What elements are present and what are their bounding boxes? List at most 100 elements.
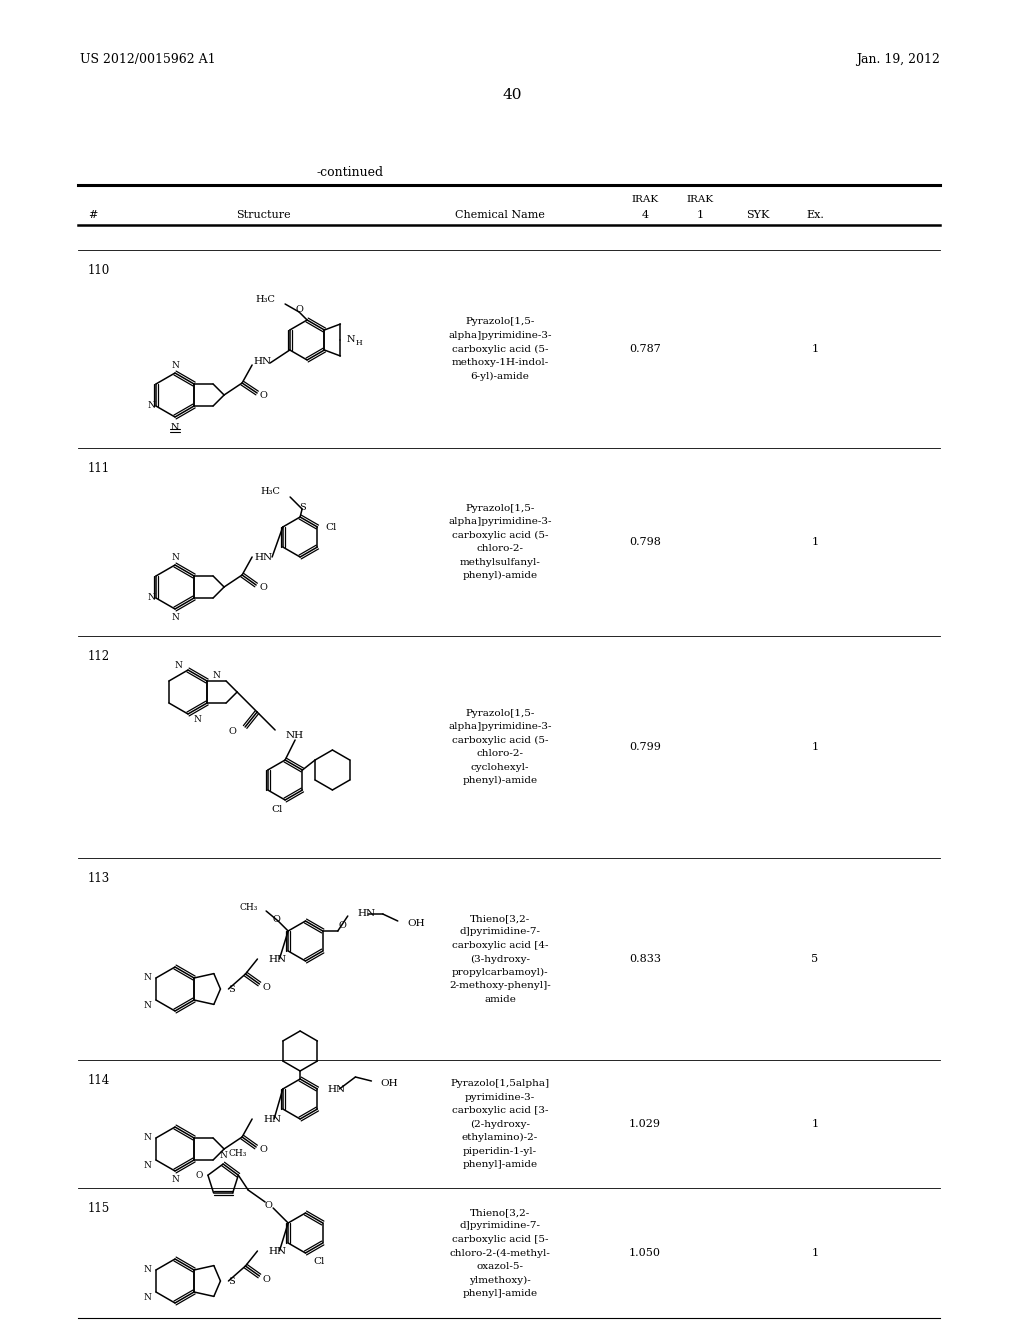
Text: ylmethoxy)-: ylmethoxy)- <box>469 1275 530 1284</box>
Text: N: N <box>171 1176 179 1184</box>
Text: alpha]pyrimidine-3-: alpha]pyrimidine-3- <box>449 331 552 341</box>
Text: O: O <box>272 915 281 924</box>
Text: 1: 1 <box>811 345 818 354</box>
Text: Pyrazolo[1,5-: Pyrazolo[1,5- <box>465 318 535 326</box>
Text: alpha]pyrimidine-3-: alpha]pyrimidine-3- <box>449 722 552 731</box>
Text: N: N <box>219 1151 227 1160</box>
Text: (3-hydroxy-: (3-hydroxy- <box>470 954 530 964</box>
Text: H₃C: H₃C <box>255 296 275 305</box>
Text: S: S <box>228 1276 236 1286</box>
Text: 1: 1 <box>811 1247 818 1258</box>
Text: H: H <box>355 339 361 347</box>
Text: 5: 5 <box>811 954 818 964</box>
Text: Cl: Cl <box>313 1257 325 1266</box>
Text: (2-hydroxy-: (2-hydroxy- <box>470 1119 530 1129</box>
Text: alpha]pyrimidine-3-: alpha]pyrimidine-3- <box>449 517 552 527</box>
Text: phenyl)-amide: phenyl)-amide <box>463 572 538 581</box>
Text: N: N <box>171 422 179 432</box>
Text: S: S <box>228 985 236 994</box>
Text: pyrimidine-3-: pyrimidine-3- <box>465 1093 536 1101</box>
Text: HN: HN <box>253 358 271 367</box>
Text: 0.798: 0.798 <box>629 537 660 546</box>
Text: Ex.: Ex. <box>806 210 824 220</box>
Text: phenyl]-amide: phenyl]-amide <box>463 1160 538 1170</box>
Text: amide: amide <box>484 995 516 1005</box>
Text: 1.029: 1.029 <box>629 1119 662 1129</box>
Text: 113: 113 <box>88 873 111 884</box>
Text: Cl: Cl <box>271 805 283 814</box>
Text: 111: 111 <box>88 462 111 475</box>
Text: -continued: -continued <box>316 165 384 178</box>
Text: methylsulfanyl-: methylsulfanyl- <box>460 558 541 566</box>
Text: O: O <box>339 921 347 931</box>
Text: Cl: Cl <box>326 523 337 532</box>
Text: chloro-2-: chloro-2- <box>476 544 523 553</box>
Text: 1.050: 1.050 <box>629 1247 662 1258</box>
Text: propylcarbamoyl)-: propylcarbamoyl)- <box>452 968 548 977</box>
Text: phenyl)-amide: phenyl)-amide <box>463 776 538 785</box>
Text: O: O <box>196 1171 203 1180</box>
Text: 1: 1 <box>696 210 703 220</box>
Text: N: N <box>143 1160 151 1170</box>
Text: oxazol-5-: oxazol-5- <box>476 1262 523 1271</box>
Text: N: N <box>346 335 354 345</box>
Text: carboxylic acid (5-: carboxylic acid (5- <box>452 531 548 540</box>
Text: #: # <box>88 210 97 220</box>
Text: HN: HN <box>254 553 272 561</box>
Text: carboxylic acid (5-: carboxylic acid (5- <box>452 345 548 354</box>
Text: Structure: Structure <box>236 210 291 220</box>
Text: Thieno[3,2-: Thieno[3,2- <box>470 1208 530 1217</box>
Text: 0.799: 0.799 <box>629 742 660 752</box>
Text: H₃C: H₃C <box>260 487 281 496</box>
Text: N: N <box>171 362 179 371</box>
Text: Pyrazolo[1,5-: Pyrazolo[1,5- <box>465 504 535 512</box>
Text: chloro-2-(4-methyl-: chloro-2-(4-methyl- <box>450 1249 551 1258</box>
Text: 6-yl)-amide: 6-yl)-amide <box>471 371 529 380</box>
Text: US 2012/0015962 A1: US 2012/0015962 A1 <box>80 54 216 66</box>
Text: IRAK: IRAK <box>632 195 658 205</box>
Text: HN: HN <box>268 954 287 964</box>
Text: N: N <box>174 660 182 669</box>
Text: O: O <box>259 583 267 593</box>
Text: carboxylic acid [5-: carboxylic acid [5- <box>452 1236 548 1243</box>
Text: ethylamino)-2-: ethylamino)-2- <box>462 1133 539 1142</box>
Text: 110: 110 <box>88 264 111 277</box>
Text: O: O <box>228 727 237 737</box>
Text: N: N <box>143 1001 151 1010</box>
Text: N: N <box>143 1134 151 1143</box>
Text: carboxylic acid [4-: carboxylic acid [4- <box>452 941 548 950</box>
Text: O: O <box>262 1275 270 1283</box>
Text: 4: 4 <box>641 210 648 220</box>
Text: CH₃: CH₃ <box>240 903 258 912</box>
Text: O: O <box>259 392 267 400</box>
Text: HN: HN <box>357 909 376 919</box>
Text: N: N <box>143 1266 151 1275</box>
Text: 0.833: 0.833 <box>629 954 662 964</box>
Text: phenyl]-amide: phenyl]-amide <box>463 1290 538 1298</box>
Text: CH₃: CH₃ <box>228 1150 247 1159</box>
Text: HN: HN <box>263 1114 282 1123</box>
Text: Pyrazolo[1,5-: Pyrazolo[1,5- <box>465 709 535 718</box>
Text: O: O <box>262 982 270 991</box>
Text: OH: OH <box>381 1078 398 1088</box>
Text: NH: NH <box>285 730 303 739</box>
Text: O: O <box>259 1146 267 1155</box>
Text: SYK: SYK <box>746 210 770 220</box>
Text: O: O <box>264 1200 272 1209</box>
Text: 115: 115 <box>88 1203 111 1214</box>
Text: OH: OH <box>408 919 425 928</box>
Text: N: N <box>147 594 155 602</box>
Text: cyclohexyl-: cyclohexyl- <box>471 763 529 772</box>
Text: 1: 1 <box>811 1119 818 1129</box>
Text: Pyrazolo[1,5alpha]: Pyrazolo[1,5alpha] <box>451 1078 550 1088</box>
Text: 0.787: 0.787 <box>629 345 660 354</box>
Text: Thieno[3,2-: Thieno[3,2- <box>470 913 530 923</box>
Text: S: S <box>299 503 305 511</box>
Text: N: N <box>143 974 151 982</box>
Text: 114: 114 <box>88 1074 111 1086</box>
Text: piperidin-1-yl-: piperidin-1-yl- <box>463 1147 537 1155</box>
Text: chloro-2-: chloro-2- <box>476 750 523 758</box>
Text: Chemical Name: Chemical Name <box>455 210 545 220</box>
Text: 40: 40 <box>502 88 522 102</box>
Text: d]pyrimidine-7-: d]pyrimidine-7- <box>460 1221 541 1230</box>
